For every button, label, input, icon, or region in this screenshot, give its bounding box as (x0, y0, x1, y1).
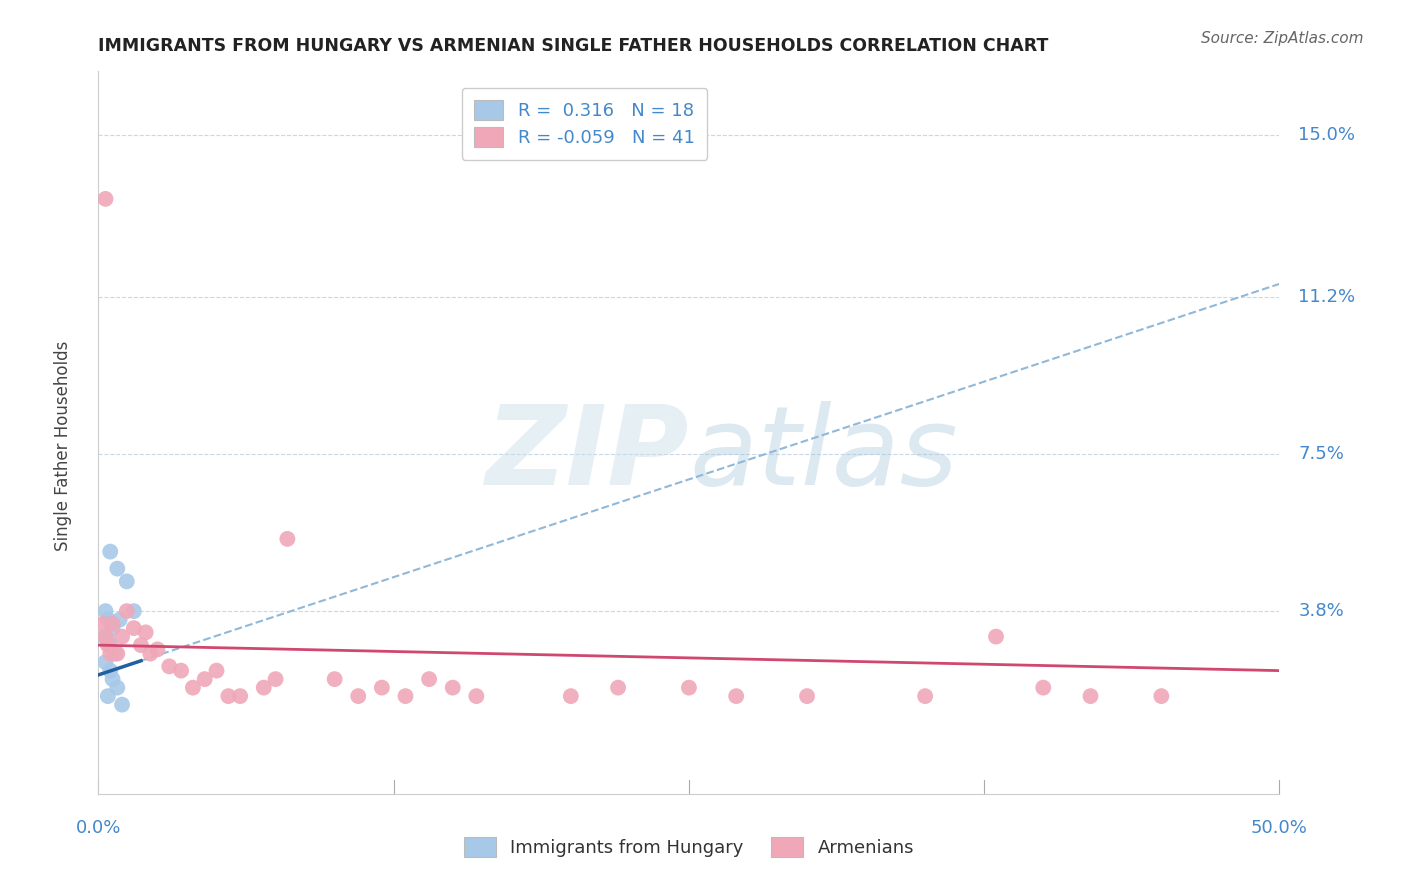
Point (607, 681, 630, 695)
Point (465, 689, 488, 703)
Point (914, 689, 936, 703)
Point (253, 681, 276, 695)
Point (181, 681, 204, 695)
Point (129, 638, 152, 652)
Text: 11.2%: 11.2% (1298, 287, 1355, 306)
Point (94, 655, 117, 669)
Point (101, 621, 124, 635)
Point (101, 616, 124, 631)
Text: atlas: atlas (689, 401, 957, 508)
Point (98, 664, 121, 678)
Point (170, 664, 193, 678)
Point (94, 604, 117, 618)
Point (194, 672, 217, 686)
Text: 0.0%: 0.0% (76, 820, 121, 838)
Point (1150, 689, 1173, 703)
Point (135, 625, 157, 640)
Point (111, 630, 134, 644)
Point (394, 689, 416, 703)
Text: Source: ZipAtlas.com: Source: ZipAtlas.com (1201, 31, 1364, 46)
Point (347, 689, 370, 703)
Point (97, 638, 120, 652)
Point (97, 613, 120, 627)
Point (1032, 681, 1054, 695)
Point (104, 647, 127, 661)
Text: ZIP: ZIP (485, 401, 689, 508)
Point (122, 604, 145, 618)
Point (91, 616, 114, 631)
Point (97, 633, 120, 648)
Point (146, 642, 169, 657)
Point (205, 664, 228, 678)
Point (725, 689, 748, 703)
Point (229, 689, 252, 703)
Point (105, 561, 128, 575)
Point (1080, 689, 1102, 703)
Point (678, 681, 700, 695)
Point (122, 621, 145, 635)
Point (371, 681, 394, 695)
Text: IMMIGRANTS FROM HUNGARY VS ARMENIAN SINGLE FATHER HOUSEHOLDS CORRELATION CHART: IMMIGRANTS FROM HUNGARY VS ARMENIAN SING… (98, 37, 1049, 54)
Text: 50.0%: 50.0% (1251, 820, 1308, 838)
Point (105, 681, 128, 695)
Point (323, 672, 346, 686)
Point (157, 659, 180, 673)
Point (93, 630, 115, 644)
Text: 7.5%: 7.5% (1298, 445, 1344, 463)
Point (115, 604, 138, 618)
Point (108, 613, 131, 627)
Point (98, 544, 121, 558)
Point (115, 574, 138, 589)
Point (264, 672, 287, 686)
Point (276, 532, 298, 546)
Point (97, 689, 120, 703)
Legend: Immigrants from Hungary, Armenians: Immigrants from Hungary, Armenians (457, 830, 921, 864)
Point (98, 638, 121, 652)
Text: 15.0%: 15.0% (1298, 126, 1355, 145)
Point (796, 689, 818, 703)
Point (105, 647, 128, 661)
Point (217, 689, 239, 703)
Point (94, 630, 117, 644)
Point (101, 672, 124, 686)
Point (984, 630, 1007, 644)
Text: 3.8%: 3.8% (1298, 602, 1344, 620)
Text: Single Father Households: Single Father Households (55, 341, 72, 551)
Point (111, 698, 134, 712)
Point (98, 647, 121, 661)
Point (418, 672, 440, 686)
Point (441, 681, 464, 695)
Point (94, 192, 117, 206)
Point (139, 647, 162, 661)
Point (560, 689, 582, 703)
